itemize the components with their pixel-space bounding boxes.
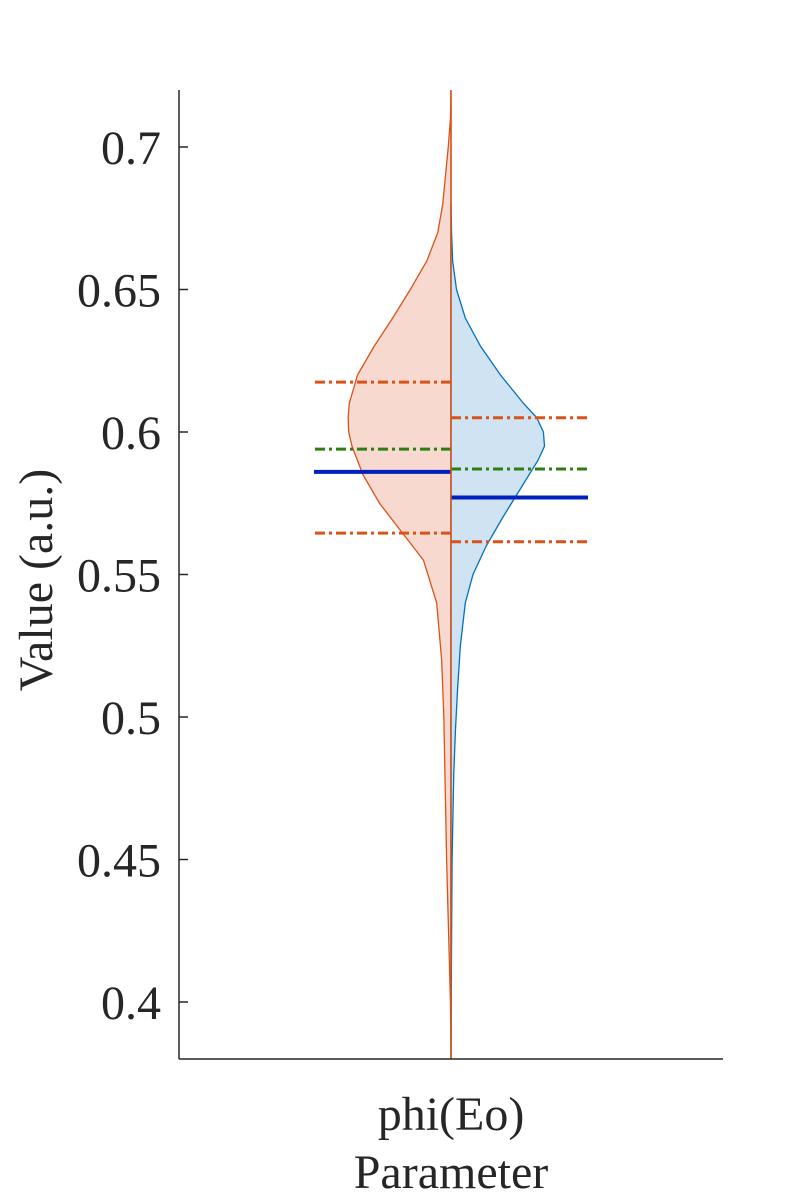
y-tick-label: 0.7 xyxy=(101,122,161,175)
y-tick-label: 0.6 xyxy=(101,407,161,460)
y-tick-label: 0.5 xyxy=(101,692,161,745)
y-axis-label: Value (a.u.) xyxy=(10,469,63,692)
y-tick-label: 0.65 xyxy=(77,265,161,318)
y-tick-label: 0.55 xyxy=(77,550,161,603)
y-tick-label: 0.4 xyxy=(101,977,161,1030)
x-tick-label: phi(Eo) xyxy=(378,1088,525,1141)
y-tick-label: 0.45 xyxy=(77,835,161,888)
violin-left-half xyxy=(347,89,452,1060)
y-ticks-group: 0.4 0.45 0.5 0.55 0.6 0.65 0.7 xyxy=(77,122,188,1030)
x-ticks-group: phi(Eo) xyxy=(378,1088,525,1141)
stat-lines-group xyxy=(314,380,588,544)
violins-group xyxy=(347,89,546,1060)
violin-right-half xyxy=(450,203,546,1060)
x-axis-label: Parameter xyxy=(354,1146,549,1199)
